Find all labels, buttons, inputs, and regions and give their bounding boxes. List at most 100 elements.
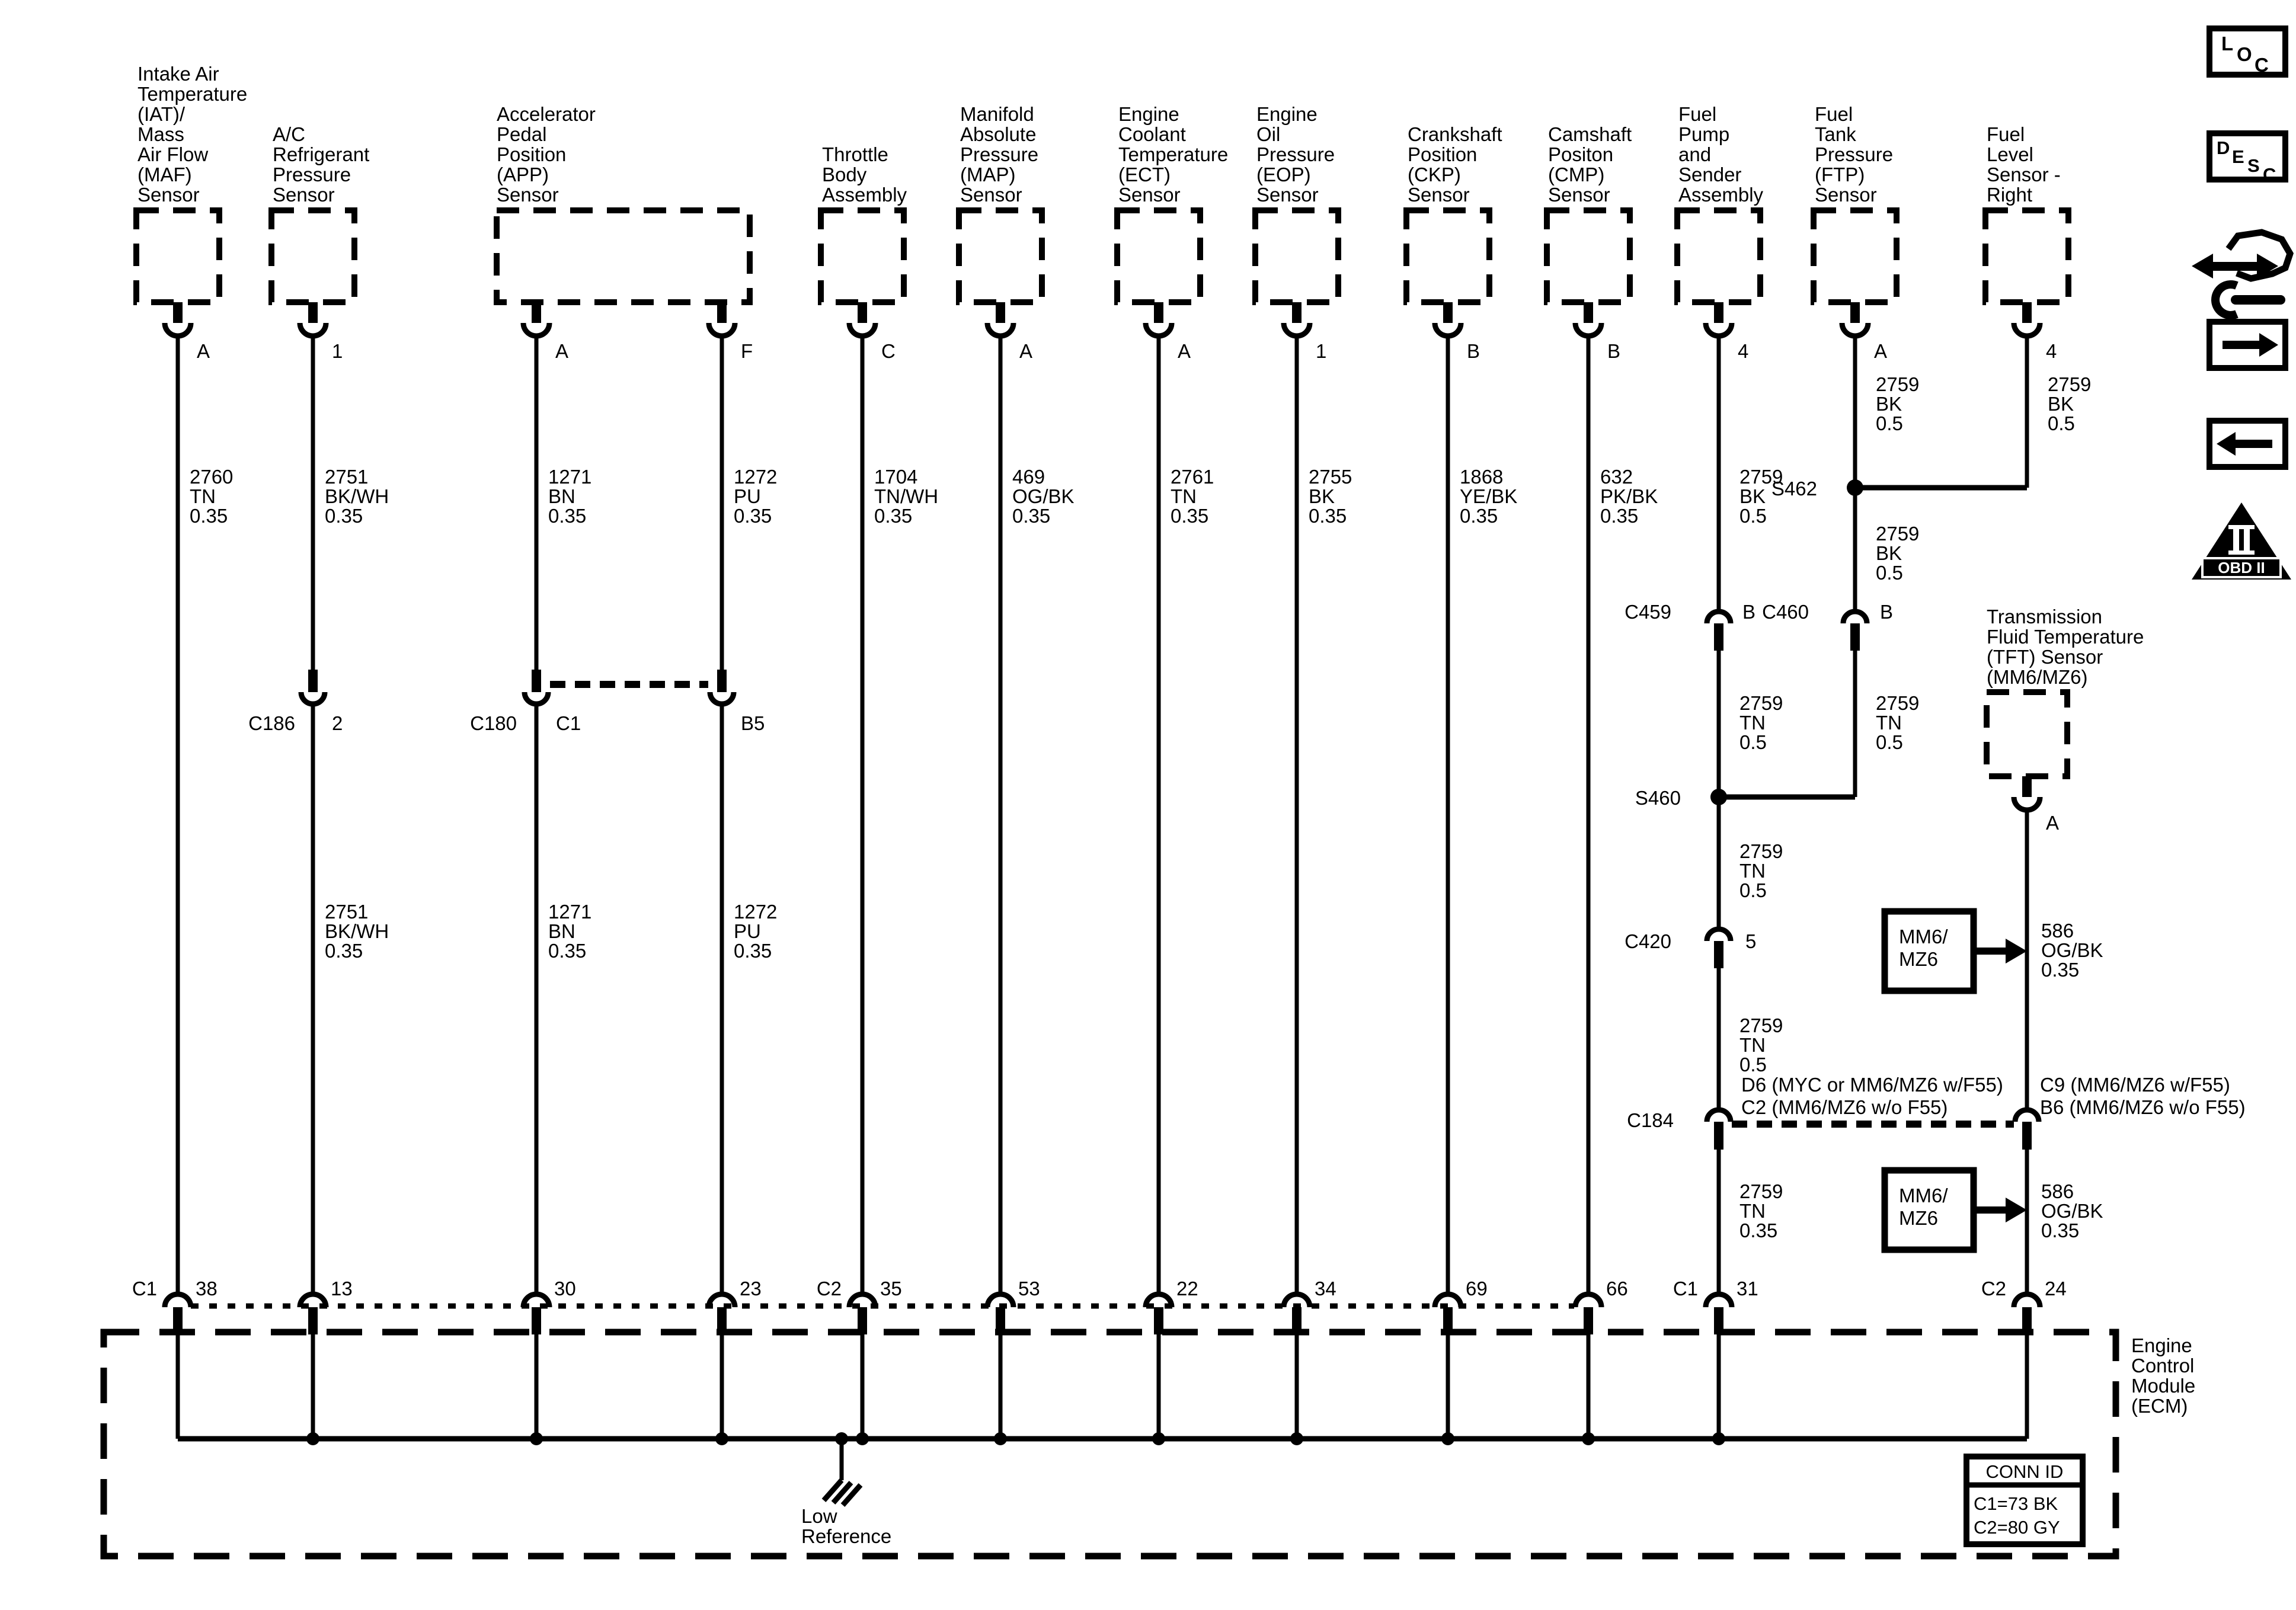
- ecm-pin-number: 23: [740, 1278, 762, 1299]
- wire-label: 469 OG/BK 0.35: [1012, 466, 1075, 527]
- splice-s462: S462: [1771, 478, 2027, 500]
- sensor-box: [1403, 207, 1492, 305]
- wire-label: 632 PK/BK 0.35: [1600, 466, 1658, 527]
- connector-arc: [1704, 609, 1734, 624]
- obd2-pillar-bar: [2244, 529, 2250, 550]
- pin-letter: C: [881, 340, 896, 362]
- ecm-pin-number: 35: [880, 1278, 902, 1299]
- pin-letter: 1: [1316, 340, 1326, 362]
- conn-id-table: CONN ID C1=73 BK C2=80 GY: [1964, 1454, 2086, 1547]
- pin-letter: 1: [332, 340, 343, 362]
- loc-button[interactable]: L O C: [2207, 25, 2288, 78]
- ecm-pin-30: 30: [520, 1278, 576, 1445]
- pin-arc: [1839, 322, 1871, 339]
- pin-letter: B: [1467, 340, 1480, 362]
- tag-mm6-lower: MM6/MZ6: [1881, 1167, 2027, 1253]
- wire-label: 1868 YE/BK 0.35: [1460, 466, 1517, 527]
- ecm-pin-34: 34: [1281, 1278, 1336, 1445]
- double-arrow-right-head: [2257, 254, 2278, 279]
- ecm-pin-number: 24: [2045, 1278, 2067, 1299]
- sensor-cmp: Camshaft Positon (CMP) Sensor B 632 PK/BK 0.3…: [1544, 123, 1658, 1294]
- junction-dot: [1847, 479, 1863, 496]
- connector-c420: C420 5: [1625, 926, 1756, 968]
- tag-arrow-head: [2006, 1198, 2027, 1222]
- ecm-pin-number: 30: [554, 1278, 576, 1299]
- pin-arc: [2011, 796, 2043, 813]
- outline-shape: [2225, 229, 2294, 282]
- ecm-pin-number: 22: [1176, 1278, 1198, 1299]
- pin-arc: [162, 322, 194, 339]
- connector-name: C460: [1762, 601, 1809, 623]
- sensor-label: Intake Air Temperature (IAT)/Mass Air Flow(…: [137, 63, 247, 206]
- tag-label: MM6/MZ6: [1899, 1185, 1948, 1229]
- pin-arc: [1703, 1291, 1735, 1308]
- desc-button[interactable]: D E S C: [2207, 130, 2288, 185]
- ecm-pin-13: 13: [297, 1278, 353, 1445]
- ecm-pin-number: 13: [331, 1278, 353, 1299]
- pin-arc: [162, 1291, 194, 1308]
- connector-c186: C186 2: [248, 670, 343, 734]
- back-arrow-button[interactable]: [2207, 418, 2288, 470]
- sensor-ftp: Fuel Tank Pressure (FTP) Sensor A 2759 BK 0.5 …: [1762, 103, 1919, 797]
- pin-letter: B: [1607, 340, 1620, 362]
- pin-arc: [1572, 322, 1604, 339]
- obd2-pillar-bar: [2233, 529, 2239, 550]
- desc-letter: C: [2263, 164, 2276, 185]
- pin-arc: [1281, 322, 1313, 339]
- sensor-throttle-body: Throttle Body Assembly C 1704 TN/WH 0.35: [818, 143, 938, 1294]
- wire-label: 2759 TN 0.5: [1739, 840, 1783, 901]
- ecm-pin-38: C1 38: [132, 1278, 218, 1439]
- connector-name: C186: [248, 712, 295, 734]
- pin-arc: [984, 1291, 1016, 1308]
- ecm-connector-group: C1: [132, 1278, 157, 1299]
- sensor-label: Fuel Tank Pressure (FTP) Sensor: [1815, 103, 1893, 206]
- wire-label: 2759 BK 0.5: [1876, 523, 1919, 584]
- connector-pin: B5: [741, 712, 765, 734]
- wire-label: 2759 TN 0.5: [1739, 1014, 1783, 1076]
- sensor-box: [268, 207, 357, 305]
- sensor-ckp: Crankshaft Position (CKP) Sensor B 1868 YE/B…: [1403, 123, 1517, 1294]
- sensor-label: Fuel Level Sensor -Right: [1987, 123, 2061, 206]
- sensor-iat-maf: Intake Air Temperature (IAT)/Mass Air Flow(…: [133, 63, 247, 1294]
- wire-label: 2761 TN 0.35: [1171, 466, 1214, 527]
- splice-name: S462: [1771, 478, 1817, 500]
- sensor-box: [133, 207, 222, 305]
- loc-letter: O: [2237, 43, 2252, 65]
- sensor-label: Throttle Body Assembly: [822, 143, 907, 206]
- conn-id-box: [1964, 1454, 2086, 1547]
- wire-label: 2759 TN 0.5: [1739, 692, 1783, 753]
- pin-arc: [297, 1291, 329, 1308]
- wire-label: 1271 BN 0.35: [548, 466, 591, 527]
- ecm-pin-24: C2 24: [1981, 1278, 2067, 1439]
- wire-label: 586 OG/BK 0.35: [2041, 920, 2103, 981]
- ecm-pin-35: C2 35: [817, 1278, 902, 1445]
- sensor-box: [1114, 207, 1203, 305]
- wire-label: 2751 BK/WH 0.35: [325, 901, 389, 962]
- wire-label: 1272 PU 0.35: [734, 466, 777, 527]
- pin-arc: [846, 1291, 878, 1308]
- connector-c180: C180 C1 B5: [470, 670, 765, 734]
- sensor-box: [1544, 207, 1633, 305]
- ecm-pin-23: 23: [706, 1278, 762, 1445]
- sensor-eop: Engine Oil Pressure (EOP) Sensor 1 2755 BK 0.3…: [1252, 103, 1352, 1294]
- sensor-box: [818, 207, 907, 305]
- desc-letter: S: [2247, 155, 2260, 176]
- connector-name: C180: [470, 712, 517, 734]
- connector-arc: [2012, 1107, 2042, 1122]
- pin-arc: [1143, 1291, 1175, 1308]
- desc-box[interactable]: [2207, 130, 2288, 183]
- ecm-pin-number: 53: [1018, 1278, 1040, 1299]
- wrench-arrow-icon[interactable]: [2192, 229, 2294, 319]
- wrench-handle: [2231, 295, 2285, 305]
- pin-arc: [984, 322, 1016, 339]
- loc-letter: L: [2221, 33, 2233, 55]
- obd2-label: OBD II: [2218, 559, 2265, 577]
- forward-arrow-button[interactable]: [2207, 319, 2288, 371]
- sensor-box: [1252, 207, 1341, 305]
- desc-letter: E: [2232, 146, 2244, 167]
- sensor-label: Crankshaft Position (CKP) Sensor: [1408, 123, 1502, 206]
- ground-label: Low Reference: [801, 1505, 891, 1547]
- loc-letter: C: [2255, 54, 2269, 76]
- pin-arc: [1143, 322, 1175, 339]
- loc-box[interactable]: [2207, 25, 2288, 78]
